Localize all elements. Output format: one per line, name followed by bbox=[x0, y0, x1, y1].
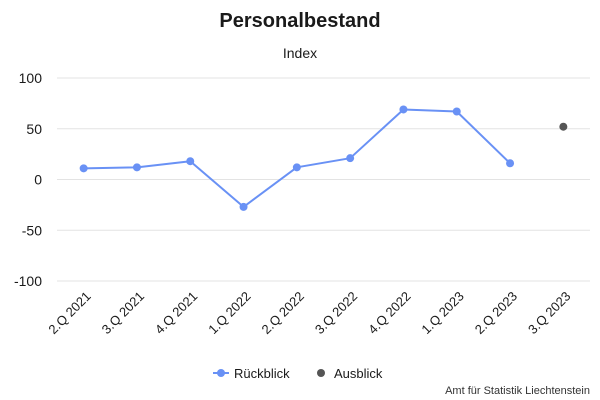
data-point[interactable] bbox=[452, 107, 461, 116]
y-axis: 100 50 0 -50 -100 bbox=[14, 70, 42, 289]
credit-text[interactable]: Amt für Statistik Liechtenstein bbox=[445, 385, 590, 397]
y-tick-label: 50 bbox=[26, 121, 42, 137]
x-axis: 2.Q 2021 3.Q 2021 4.Q 2021 1.Q 2022 2.Q 2022… bbox=[45, 289, 573, 337]
legend-label: Ausblick bbox=[334, 366, 383, 381]
y-tick-label: 100 bbox=[19, 70, 43, 86]
data-point[interactable] bbox=[506, 159, 515, 168]
x-tick-label: 3.Q 2023 bbox=[525, 289, 573, 337]
x-tick-label: 1.Q 2023 bbox=[418, 289, 466, 337]
chart-subtitle: Index bbox=[283, 45, 317, 61]
data-point[interactable] bbox=[186, 157, 195, 166]
data-point[interactable] bbox=[346, 154, 355, 163]
data-point[interactable] bbox=[559, 122, 568, 131]
data-point[interactable] bbox=[292, 163, 301, 172]
gridlines bbox=[57, 77, 590, 282]
x-tick-label: 2.Q 2023 bbox=[472, 289, 520, 337]
legend[interactable]: Rückblick Ausblick bbox=[213, 366, 383, 381]
legend-item-1[interactable]: Rückblick bbox=[213, 366, 290, 381]
data-point[interactable] bbox=[399, 105, 408, 114]
legend-marker bbox=[217, 369, 225, 377]
legend-marker bbox=[317, 369, 325, 377]
x-tick-label: 4.Q 2022 bbox=[365, 289, 413, 337]
x-tick-label: 2.Q 2022 bbox=[259, 289, 307, 337]
x-tick-label: 4.Q 2021 bbox=[152, 289, 200, 337]
legend-item-2[interactable]: Ausblick bbox=[317, 366, 383, 381]
legend-label: Rückblick bbox=[234, 366, 290, 381]
series-line-1 bbox=[83, 108, 511, 208]
y-tick-label: -100 bbox=[14, 273, 42, 289]
data-point[interactable] bbox=[239, 202, 248, 211]
data-point[interactable] bbox=[79, 164, 88, 173]
data-point[interactable] bbox=[132, 163, 141, 172]
y-tick-label: -50 bbox=[22, 222, 42, 238]
plot-area bbox=[79, 105, 568, 211]
x-tick-label: 3.Q 2021 bbox=[99, 289, 147, 337]
x-tick-label: 2.Q 2021 bbox=[45, 289, 93, 337]
y-tick-label: 0 bbox=[34, 172, 42, 188]
x-tick-label: 1.Q 2022 bbox=[205, 289, 253, 337]
chart-title: Personalbestand bbox=[219, 10, 380, 32]
x-tick-label: 3.Q 2022 bbox=[312, 289, 360, 337]
